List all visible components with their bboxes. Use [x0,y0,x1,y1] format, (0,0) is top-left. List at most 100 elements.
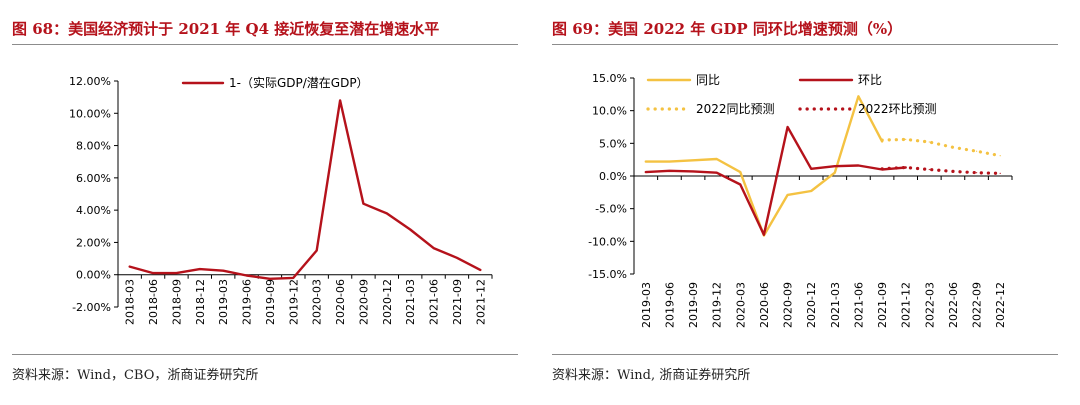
right-top-rule [552,44,1058,45]
x-tick-label: 2019-03 [640,282,653,328]
x-tick-label: 2021-03 [829,282,842,328]
x-tick-label: 2020-12 [381,279,394,325]
data-point-1-2020-09 [787,194,789,196]
x-tick-label: 2019-06 [241,279,254,325]
x-tick-label: 2020-06 [758,282,771,328]
legend-label-4: 2022环比预测 [858,102,937,116]
x-tick-label: 2020-06 [334,279,347,325]
data-point-3-2021-12 [905,138,907,140]
y-tick-label: 5.0% [599,137,627,150]
left-line-chart: -2.00% 0.00% 2.00% 4.00% 6.00% 8.00% 10.00% 12.… [69,75,493,325]
data-point-2-2019-12 [716,172,718,174]
y-tick-label: 0.00% [76,269,111,282]
data-point-2-2019-06 [668,170,670,172]
x-tick-label: 2019-09 [687,282,700,328]
data-point-3-2021-09 [881,139,883,141]
x-tick-label: 2022-06 [947,282,960,328]
y-tick-label: -10.0% [588,235,627,248]
legend-label-1: 同比 [696,73,720,87]
data-point-1-2021-06 [857,95,859,97]
data-point-4-2021-09 [881,168,883,170]
data-point-1-2018-12 [199,268,201,270]
x-tick-label: 2019-06 [663,282,676,328]
x-tick-label: 2022-12 [994,282,1007,328]
series-line-2 [644,125,907,236]
data-point-2-2020-12 [810,168,812,170]
data-point-4-2022-09 [976,172,978,174]
data-point-1-2020-12 [386,212,388,214]
x-tick-label: 2021-09 [451,279,464,325]
right-bottom-rule [552,354,1058,355]
x-tick-label: 2018-03 [124,279,137,325]
y-tick-label: 10.0% [592,105,627,118]
data-point-1-2018-03 [129,266,131,268]
y-tick-label: -15.0% [588,268,627,281]
y-tick-label: 15.0% [592,72,627,85]
y-tick-label: -2.00% [72,301,111,314]
data-point-2-2020-03 [739,183,741,186]
x-tick-label: 2018-09 [170,279,183,325]
data-point-1-2019-03 [645,161,647,163]
data-point-3-2022-06 [952,146,954,148]
data-point-1-2019-03 [222,270,224,272]
data-point-4-2022-12 [999,172,1001,174]
x-tick-label: 2021-09 [876,282,889,328]
left-figure-title: 图 68：美国经济预计于 2021 年 Q4 接近恢复至潜在增速水平 [12,20,440,38]
data-point-1-2021-03 [834,172,836,174]
x-tick-label: 2020-03 [311,279,324,325]
data-point-1-2021-09 [456,257,458,259]
data-point-1-2021-03 [409,228,411,231]
data-point-1-2020-12 [810,190,812,192]
data-point-1-2019-06 [668,161,670,163]
x-tick-label: 2022-09 [971,282,984,328]
data-point-1-2019-12 [292,277,294,279]
y-tick-label: 6.00% [76,172,111,185]
data-point-1-2019-09 [269,278,271,280]
data-point-1-2021-06 [433,247,435,249]
data-point-1-2019-09 [692,159,694,161]
right-line-chart: -15.0% -10.0% -5.0% 0.0% 5.0% 10.0% 15.0% 2019-… [588,72,1013,328]
data-point-1-2019-12 [716,158,718,160]
x-tick-label: 2020-12 [805,282,818,328]
x-tick-label: 2021-12 [900,282,913,328]
x-tick-label: 2022-03 [923,282,936,328]
series-line-1 [128,99,482,280]
y-tick-label: 4.00% [76,204,111,217]
y-tick-label: 0.0% [599,170,627,183]
data-point-1-2019-06 [246,274,248,277]
y-tick-label: 10.00% [69,107,111,120]
legend-label-2: 环比 [858,73,882,87]
series-line-4 [880,165,1002,175]
left-top-rule [12,44,518,45]
x-tick-label: 2021-12 [474,279,487,325]
data-point-4-2022-06 [952,170,954,172]
y-tick-label: 2.00% [76,236,111,249]
x-tick-label: 2019-12 [711,282,724,328]
series-line-3 [880,137,1002,158]
y-tick-label: 12.00% [69,75,111,88]
data-point-4-2021-12 [905,166,907,169]
data-point-2-2020-09 [787,126,789,128]
x-tick-label: 2020-03 [734,282,747,328]
y-tick-label: -5.0% [595,203,627,216]
data-point-1-2020-03 [739,171,741,173]
data-point-1-2018-09 [175,272,177,274]
right-source-note: 资料来源：Wind, 浙商证券研究所 [552,368,751,383]
x-tick-label: 2021-06 [852,282,865,328]
data-point-1-2020-03 [316,249,318,252]
data-point-1-2020-09 [362,203,364,205]
x-tick-label: 2021-06 [428,279,441,325]
data-point-1-2018-06 [152,272,154,274]
data-point-1-2020-06 [339,99,341,101]
data-point-2-2020-06 [763,234,765,236]
legend-label-3: 2022同比预测 [696,102,775,116]
x-tick-label: 2018-06 [147,279,160,325]
x-tick-label: 2019-03 [217,279,230,325]
data-point-1-2021-12 [479,269,481,271]
data-point-2-2019-03 [645,171,647,173]
right-figure-panel: 图 69：美国 2022 年 GDP 同环比增速预测（%） -15.0% -10.… [540,0,1080,405]
data-point-3-2022-12 [999,155,1001,157]
data-point-3-2022-09 [976,150,978,152]
left-bottom-rule [12,354,518,355]
data-point-2-2021-06 [857,164,859,167]
